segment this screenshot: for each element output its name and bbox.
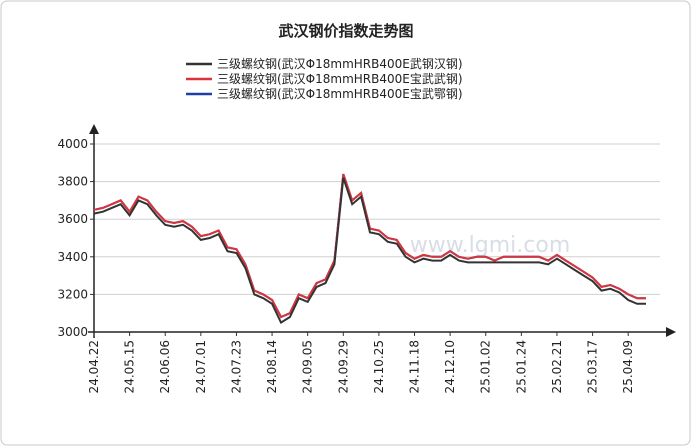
x-tick-label: 24.11.18 — [408, 340, 422, 393]
y-axis-arrow — [89, 124, 99, 134]
y-tick-label: 3400 — [57, 250, 88, 264]
x-tick-label: 24.08.14 — [265, 340, 279, 393]
x-tick-label: 25.01.02 — [479, 340, 493, 393]
x-tick-label: 24.05.15 — [123, 340, 137, 393]
x-tick-label: 24.10.25 — [372, 340, 386, 393]
x-axis-arrow — [666, 327, 676, 337]
y-tick-label: 3200 — [57, 287, 88, 301]
x-tick-label: 24.09.29 — [336, 340, 350, 393]
x-tick-label: 24.04.22 — [87, 340, 101, 393]
chart-title: 武汉钢价指数走势图 — [278, 22, 413, 40]
legend-label: 三级螺纹钢(武汉Φ18mmHRB400E武钢汉钢) — [217, 57, 463, 71]
series-line — [93, 177, 646, 325]
y-tick-label: 3800 — [57, 175, 88, 189]
y-tick-label: 3600 — [57, 212, 88, 226]
x-tick-label: 24.07.23 — [229, 340, 243, 393]
x-tick-label: 24.06.06 — [158, 340, 172, 393]
x-tick-label: 24.07.01 — [194, 340, 208, 393]
watermark: www.lgmi.com — [410, 233, 571, 258]
x-tick-label: 25.04.09 — [621, 340, 635, 393]
x-tick-label: 24.12.10 — [443, 340, 457, 393]
x-tick-label: 25.03.17 — [586, 340, 600, 393]
y-tick-label: 3000 — [57, 325, 88, 339]
legend-label: 三级螺纹钢(武汉Φ18mmHRB400E宝武武钢) — [217, 72, 463, 86]
legend-label: 三级螺纹钢(武汉Φ18mmHRB400E宝武鄂钢) — [217, 87, 463, 101]
x-tick-label: 25.02.21 — [550, 340, 564, 393]
y-tick-label: 4000 — [57, 137, 88, 151]
x-tick-label: 25.01.24 — [514, 340, 528, 393]
x-tick-label: 24.09.05 — [301, 340, 315, 393]
